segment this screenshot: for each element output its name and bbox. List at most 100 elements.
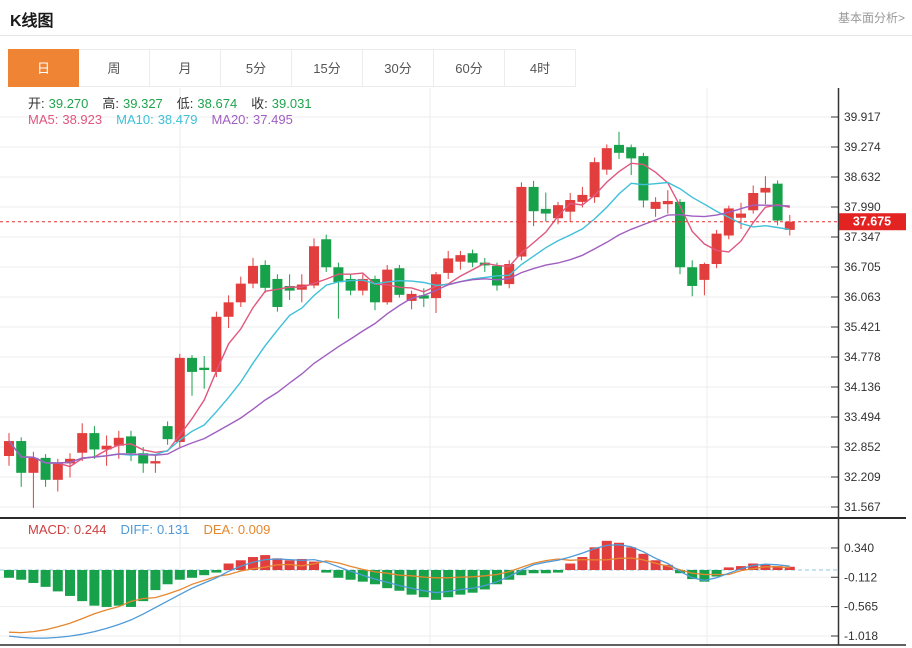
tab-4hour[interactable]: 4时 xyxy=(505,49,576,87)
tab-week[interactable]: 周 xyxy=(79,49,150,87)
candle-body xyxy=(284,285,295,291)
candle-body xyxy=(748,193,759,211)
candle-body xyxy=(577,194,588,202)
macd-bar xyxy=(382,570,393,589)
svg-text:34.778: 34.778 xyxy=(844,350,881,364)
svg-text:39.917: 39.917 xyxy=(844,110,881,124)
macd-bar xyxy=(784,566,795,570)
candle-body xyxy=(321,239,332,268)
last-price-badge: 37.675 xyxy=(839,213,906,231)
macd-bar xyxy=(614,542,624,570)
macd-bar xyxy=(40,570,51,587)
svg-text:31.567: 31.567 xyxy=(844,500,881,514)
macd-bar xyxy=(321,570,332,573)
ma10-label: MA10: xyxy=(116,112,154,127)
candle-body xyxy=(687,267,698,286)
close-label: 收: xyxy=(251,96,268,111)
candle-body xyxy=(187,357,197,372)
tab-5min[interactable]: 5分 xyxy=(221,49,292,87)
macd-bar xyxy=(89,570,100,606)
macd-bar xyxy=(687,570,698,580)
macd-bar xyxy=(138,570,149,602)
macd-bar xyxy=(113,570,124,606)
candle-body xyxy=(516,186,527,257)
candlestick-series[interactable] xyxy=(4,131,795,508)
macd-bar xyxy=(235,560,246,570)
candle-body xyxy=(89,433,100,450)
candle-body xyxy=(467,253,478,263)
macd-bar xyxy=(394,570,405,591)
macd-bar xyxy=(187,570,197,578)
macd-bar xyxy=(406,570,417,595)
candle-body xyxy=(28,457,39,473)
svg-text:36.063: 36.063 xyxy=(844,290,881,304)
macd-axis-labels: 0.340 -0.112 -0.565 -1.018 xyxy=(831,541,878,643)
close-value: 39.031 xyxy=(271,96,312,111)
ma20-label: MA20: xyxy=(211,112,250,127)
candle-body xyxy=(626,147,637,159)
dea-value: 0.009 xyxy=(237,522,271,537)
candle-body xyxy=(4,441,14,456)
macd-bar xyxy=(126,570,136,607)
candle-body xyxy=(760,187,771,193)
candle-body xyxy=(77,433,88,453)
candle-body xyxy=(711,233,722,265)
grid-lines xyxy=(0,88,838,645)
tab-30min[interactable]: 30分 xyxy=(363,49,434,87)
svg-text:32.209: 32.209 xyxy=(844,470,881,484)
candle-body xyxy=(662,200,673,205)
candle-body xyxy=(565,200,576,212)
tab-month[interactable]: 月 xyxy=(150,49,221,87)
candle-body xyxy=(504,264,515,285)
macd-bar xyxy=(711,570,722,577)
svg-text:-0.112: -0.112 xyxy=(844,570,877,584)
macd-bar xyxy=(772,566,783,570)
candle-body xyxy=(309,246,319,286)
macd-bar xyxy=(455,570,466,595)
macd-histogram[interactable] xyxy=(4,540,795,607)
kline-chart-canvas[interactable]: 39.917 39.274 38.632 37.990 37.347 36.705 36.0… xyxy=(0,88,912,648)
candle-body xyxy=(699,264,710,280)
svg-text:37.990: 37.990 xyxy=(844,200,881,214)
candle-body xyxy=(199,367,210,371)
ma20-value: 37.495 xyxy=(253,112,293,127)
candle-body xyxy=(553,205,563,219)
candle-body xyxy=(650,201,661,209)
candle-body xyxy=(248,265,258,284)
macd-bar xyxy=(431,570,441,600)
candle-body xyxy=(40,457,51,480)
macd-bar xyxy=(223,563,234,570)
page-title: K线图 xyxy=(10,13,54,30)
candle-body xyxy=(406,293,417,301)
macd-bar xyxy=(589,547,600,570)
candle-body xyxy=(272,278,283,307)
low-label: 低: xyxy=(176,96,194,111)
candle-body xyxy=(370,278,380,303)
svg-text:-1.018: -1.018 xyxy=(844,629,878,643)
macd-bar xyxy=(748,563,759,570)
ohlc-readout: 开: 39.270 高: 39.327 低: 38.674 收: 39.031 xyxy=(28,93,326,112)
candle-body xyxy=(638,156,649,201)
macd-bar xyxy=(345,570,356,580)
low-value: 38.674 xyxy=(197,96,238,111)
macd-bar xyxy=(4,570,14,578)
tab-60min[interactable]: 60分 xyxy=(434,49,505,87)
candle-body xyxy=(174,357,185,442)
candle-body xyxy=(138,453,149,464)
candle-body xyxy=(260,264,271,288)
macd-bar xyxy=(638,553,649,570)
candle-body xyxy=(211,316,222,372)
macd-bar xyxy=(504,570,515,580)
diff-line xyxy=(8,544,790,639)
macd-bar xyxy=(28,570,39,583)
svg-text:38.632: 38.632 xyxy=(844,170,881,184)
price-axis-labels: 39.917 39.274 38.632 37.990 37.347 36.705 36.0… xyxy=(831,110,881,514)
macd-bar xyxy=(65,570,75,596)
macd-readout: MACD: 0.244 DIFF: 0.131 DEA: 0.009 xyxy=(28,522,284,537)
dea-label: DEA: xyxy=(203,522,234,537)
candle-body xyxy=(784,221,795,230)
tab-day[interactable]: 日 xyxy=(8,49,79,87)
fundamental-analysis-link[interactable]: 基本面分析> xyxy=(837,11,905,25)
tab-15min[interactable]: 15分 xyxy=(292,49,363,87)
